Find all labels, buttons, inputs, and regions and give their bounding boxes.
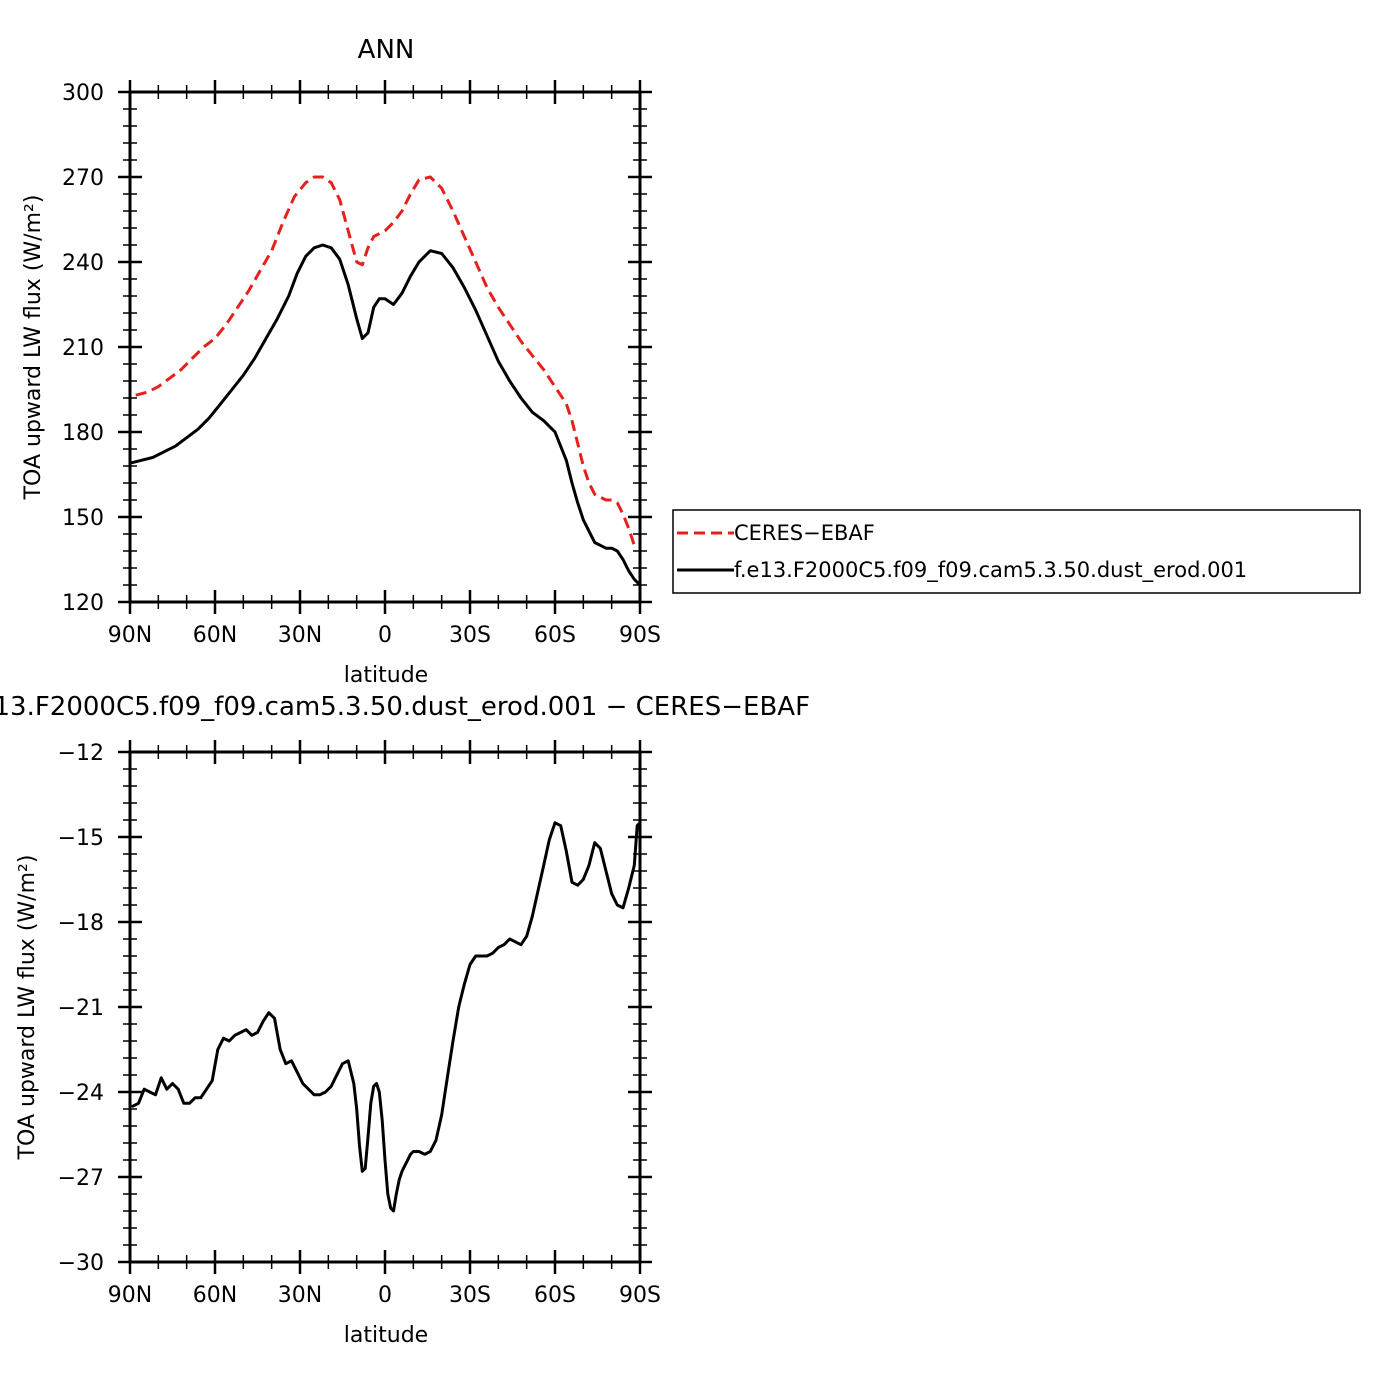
legend-label-ceres: CERES−EBAF	[734, 521, 875, 545]
bottom-x-tick-label: 30S	[449, 1283, 491, 1308]
top-x-axis-title: latitude	[344, 663, 428, 688]
bottom-y-tick-label: −12	[58, 741, 104, 766]
top-series-layer	[128, 175, 642, 587]
bottom-x-axis-title: latitude	[344, 1323, 428, 1348]
legend-label-model: f.e13.F2000C5.f09_f09.cam5.3.50.dust_ero…	[734, 558, 1247, 583]
panel-bottom: f.e13.F2000C5.f09_f09.cam5.3.50.dust_ero…	[0, 692, 810, 1348]
top-x-tick-label: 30S	[449, 623, 491, 648]
top-x-tick-label: 0	[378, 623, 392, 648]
bottom-x-tick-label: 60S	[534, 1283, 576, 1308]
top-y-tick-label: 120	[62, 591, 104, 616]
bottom-x-tick-label: 0	[378, 1283, 392, 1308]
top-x-tick-label: 30N	[278, 623, 322, 648]
bottom-y-axis-title: TOA upward LW flux (W/m²)	[15, 855, 40, 1161]
top-y-tick-label: 180	[62, 421, 104, 446]
top-series-line-1	[128, 243, 642, 587]
bottom-plot-title: f.e13.F2000C5.f09_f09.cam5.3.50.dust_ero…	[0, 692, 810, 722]
top-plot-title: ANN	[358, 35, 415, 65]
panel-top: ANN 90N 60N 30N 0 30S 60S 90S 120 150 180 210 240 27…	[21, 35, 661, 688]
bottom-y-tick-label: −24	[58, 1081, 104, 1106]
legend-box	[672, 509, 1361, 594]
bottom-series-layer	[131, 821, 642, 1213]
bottom-x-tick-label: 90N	[108, 1283, 152, 1308]
bottom-x-tick-label: 30N	[278, 1283, 322, 1308]
top-x-tick-label: 60N	[193, 623, 237, 648]
top-x-tick-label: 90N	[108, 623, 152, 648]
top-y-tick-label: 210	[62, 336, 104, 361]
top-y-tick-label: 270	[62, 166, 104, 191]
bottom-y-tick-label: −15	[58, 826, 104, 851]
bottom-y-tick-label: −18	[58, 911, 104, 936]
top-y-axis-title: TOA upward LW flux (W/m²)	[21, 195, 46, 501]
top-y-tick-label: 240	[62, 251, 104, 276]
top-series-line-0	[135, 175, 636, 546]
bottom-y-tick-label: −21	[58, 996, 104, 1021]
bottom-series-line-0	[131, 821, 642, 1213]
top-x-tick-label: 90S	[619, 623, 661, 648]
bottom-ticks: 90N 60N 30N 0 30S 60S 90S −30 −27 −24 −21 −18 −15 −12	[58, 740, 661, 1308]
top-ticks: 90N 60N 30N 0 30S 60S 90S 120 150 180 210 240 270 300	[62, 80, 661, 648]
legend: CERES−EBAF f.e13.F2000C5.f09_f09.cam5.3.…	[672, 509, 1361, 594]
top-y-tick-label: 150	[62, 506, 104, 531]
bottom-y-tick-label: −30	[58, 1251, 104, 1276]
bottom-x-tick-label: 90S	[619, 1283, 661, 1308]
top-plot-frame	[128, 90, 642, 604]
bottom-y-tick-label: −27	[58, 1166, 104, 1191]
top-y-tick-label: 300	[62, 81, 104, 106]
bottom-x-tick-label: 60N	[193, 1283, 237, 1308]
bottom-plot-frame	[128, 750, 642, 1264]
top-x-tick-label: 60S	[534, 623, 576, 648]
